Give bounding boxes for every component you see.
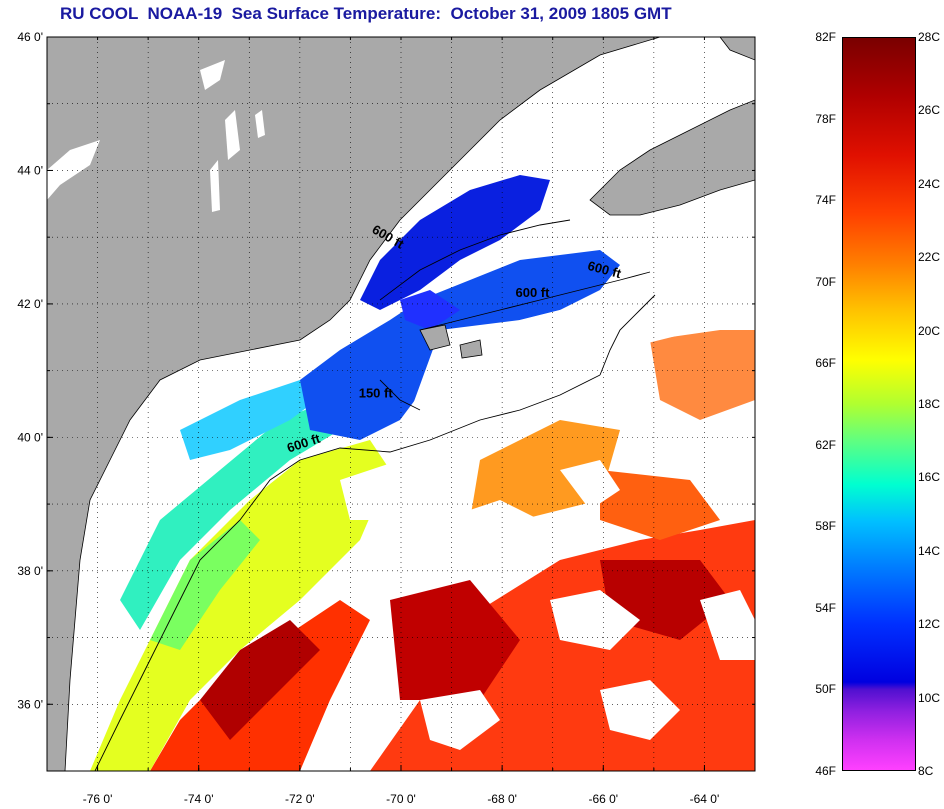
colorbar-celsius-label: 16C — [918, 470, 941, 485]
colorbar-fahrenheit-label: 82F — [815, 30, 836, 44]
lon-tick-label: -74 0' — [184, 792, 214, 806]
lon-tick-label: -76 0' — [83, 792, 113, 806]
lat-tick-label: 36 0' — [17, 697, 43, 711]
colorbar-fahrenheit-label: 78F — [815, 111, 836, 126]
colorbar-fahrenheit-label: 70F — [815, 274, 836, 289]
colorbar-celsius-label: 10C — [918, 690, 941, 705]
lat-tick-label: 46 0' — [17, 30, 43, 44]
lat-tick-label: 44 0' — [17, 163, 43, 177]
lat-tick-label: 42 0' — [17, 297, 43, 311]
lon-tick-label: -64 0' — [690, 792, 720, 806]
colorbar-fahrenheit-label: 54F — [815, 600, 836, 615]
lon-tick-label: -66 0' — [588, 792, 618, 806]
colorbar-fahrenheit-label: 50F — [815, 682, 836, 697]
colorbar-fahrenheit-label: 58F — [815, 519, 836, 534]
colorbar-fahrenheit-label: 74F — [815, 193, 836, 208]
colorbar-celsius-label: 14C — [918, 543, 941, 558]
colorbar-fahrenheit-label: 62F — [815, 437, 836, 452]
colorbar-celsius-label: 28C — [918, 30, 941, 44]
map-title: RU COOL NOAA-19 Sea Surface Temperature:… — [60, 4, 672, 23]
colorbar-celsius-label: 26C — [918, 103, 941, 118]
shelf-water — [90, 380, 390, 771]
colorbar-celsius-label: 18C — [918, 397, 941, 411]
lat-tick-label: 40 0' — [17, 430, 43, 444]
land — [47, 37, 755, 771]
colorbar-fahrenheit-label: 66F — [815, 356, 836, 371]
colorbar-celsius-label: 8C — [918, 764, 934, 778]
colorbar-celsius-label: 12C — [918, 617, 941, 632]
inland-water — [47, 60, 265, 212]
warm-water — [150, 330, 755, 771]
lon-tick-label: -68 0' — [487, 792, 517, 806]
colorbar-gradient — [842, 37, 916, 771]
colorbar-celsius-label: 20C — [918, 323, 941, 338]
axis-ticks: -76 0' -74 0' -72 0' -70 0' -68 0' -66 0' -64 … — [17, 30, 755, 806]
lat-lon-grid — [47, 37, 755, 771]
lon-tick-label: -70 0' — [386, 792, 416, 806]
contour-label: 150 ft — [359, 385, 394, 400]
colorbar-fahrenheit-label: 46F — [815, 764, 836, 778]
temperature-colorbar — [842, 37, 916, 771]
colorbar-celsius-label: 22C — [918, 250, 941, 265]
colorbar-celsius-label: 24C — [918, 176, 941, 191]
lat-tick-label: 38 0' — [17, 564, 43, 578]
contour-label: 600 ft — [516, 285, 551, 300]
lon-tick-label: -72 0' — [285, 792, 315, 806]
bathymetry-contours — [94, 219, 656, 771]
map-content — [47, 37, 755, 771]
